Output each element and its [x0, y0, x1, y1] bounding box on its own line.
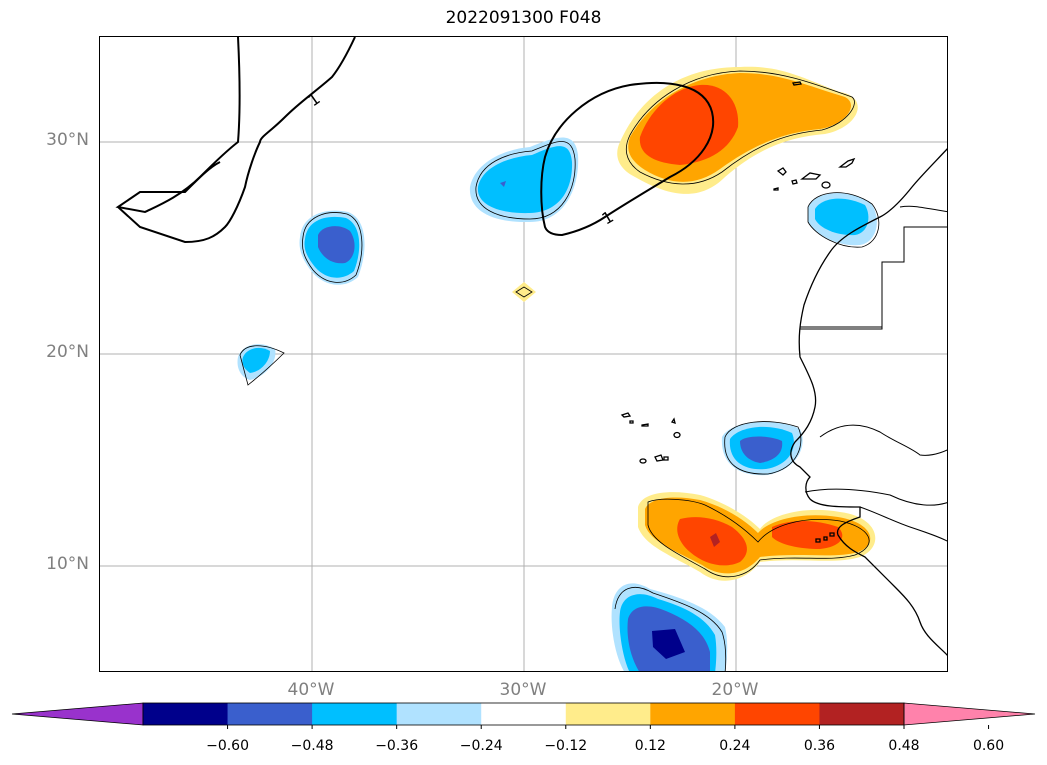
map-title: 2022091300 F048	[445, 8, 602, 28]
colorbar-cell	[143, 703, 229, 725]
lat-label-20n: 20°N	[46, 342, 89, 362]
lon-label-40w: 40°W	[287, 680, 335, 700]
lon-label-30w: 30°W	[499, 680, 547, 700]
anomaly-negative-small	[237, 344, 285, 386]
colorbar-tick-label: 0.36	[803, 738, 836, 754]
colorbar-tick-label: −0.60	[206, 738, 249, 754]
map-canvas: 1 1	[100, 37, 947, 671]
colorbar-extend-low	[11, 702, 144, 726]
colorbar-cell	[227, 703, 313, 725]
colorbar-tick-label: 0.12	[634, 738, 666, 754]
colorbar-outline	[142, 702, 905, 726]
colorbar-tick-label: −0.24	[459, 738, 503, 754]
lat-label-10n: 10°N	[46, 554, 89, 574]
anomaly-negative-canaries	[807, 192, 880, 248]
colorbar-cell	[650, 703, 736, 725]
colorbar-cell	[481, 703, 567, 725]
colorbar-tick-label: −0.36	[375, 738, 419, 754]
lon-label-20w: 20°W	[711, 680, 759, 700]
anomaly-negative-central	[469, 137, 579, 223]
colorbar-cell	[396, 703, 482, 725]
contour-lines	[115, 37, 715, 244]
colorbar-cell	[819, 703, 905, 725]
colorbar-extend-high	[903, 702, 1036, 726]
anomaly-negative-capeverde	[721, 421, 803, 476]
anomaly-positive-south	[638, 492, 876, 581]
anomaly-positive-north	[617, 66, 858, 194]
map-panel[interactable]: 1 1	[99, 36, 948, 672]
colorbar	[11, 702, 1036, 729]
colorbar-tick-label: 0.24	[719, 738, 751, 754]
colorbar-tick-label: 0.60	[972, 738, 1005, 754]
colorbar-tick-label: −0.48	[290, 738, 334, 754]
anomaly-positive-dot	[512, 282, 536, 302]
colorbar-tick-label: −0.12	[544, 738, 588, 754]
anomaly-negative-south	[611, 583, 728, 671]
anomaly-negative-west	[299, 210, 365, 285]
coastlines	[620, 81, 947, 656]
colorbar-cell	[312, 703, 398, 725]
colorbar-tick-label: 0.48	[888, 738, 920, 754]
colorbar-cell	[734, 703, 820, 725]
lat-label-30n: 30°N	[46, 130, 89, 150]
colorbar-cell	[565, 703, 651, 725]
contour-label-west: 1	[304, 89, 323, 110]
